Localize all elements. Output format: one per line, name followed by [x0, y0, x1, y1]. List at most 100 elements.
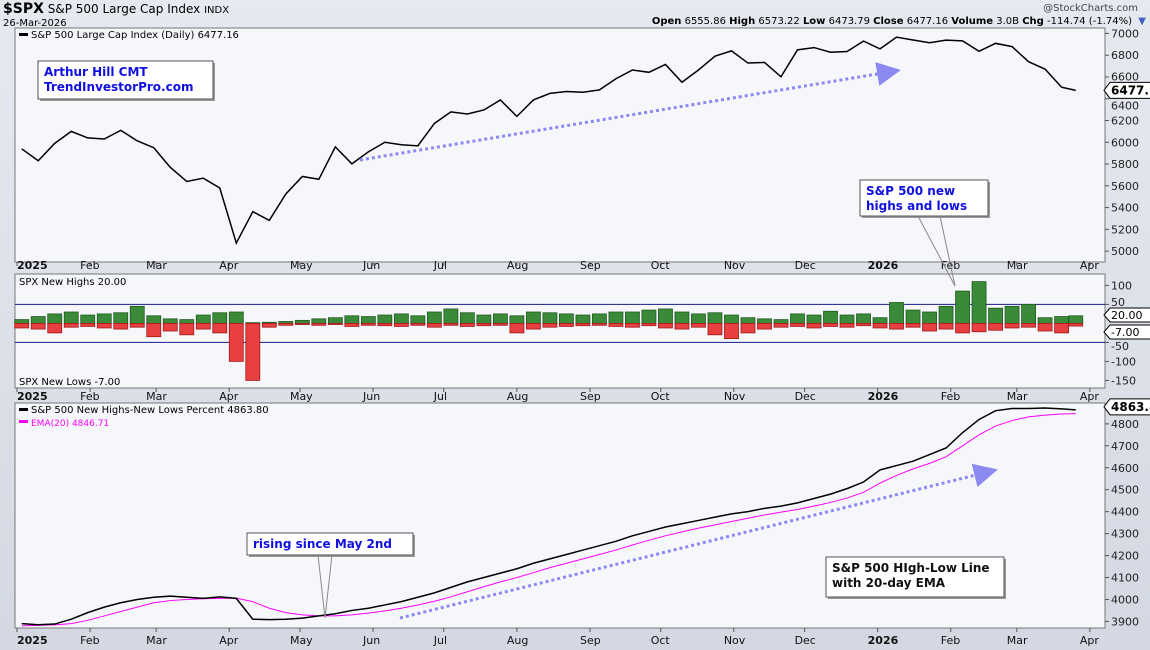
new-lows-bar	[1021, 322, 1036, 328]
new-lows-bar	[839, 322, 855, 328]
x-tick-label: 2026	[868, 390, 899, 403]
new-lows-bar	[146, 322, 162, 338]
new-highs-bar	[311, 318, 327, 324]
x-tick-label: Feb	[941, 634, 960, 647]
new-lows-bar	[988, 322, 1003, 331]
chart-date: 26-Mar-2026	[3, 18, 67, 29]
new-lows-bar	[261, 322, 277, 328]
new-highs-bar	[47, 313, 63, 324]
y-tick-label: 4600	[1111, 462, 1139, 475]
new-lows-bar	[509, 322, 525, 334]
new-highs-bar	[162, 318, 178, 324]
dropdown-arrow-icon[interactable]: ▼	[1138, 16, 1146, 27]
new-lows-tag: -7.00	[1111, 326, 1139, 339]
x-tick-label: Oct	[651, 390, 671, 403]
x-tick-label: Dec	[795, 634, 816, 647]
new-highs-bar	[410, 315, 426, 324]
symbol: $SPX	[3, 1, 44, 17]
hl-line	[21, 407, 1076, 626]
new-highs-bar	[542, 312, 558, 324]
may-callout-text: rising since May 2nd	[253, 537, 392, 551]
new-highs-bar	[344, 315, 360, 324]
x-tick-label: 2026	[868, 634, 899, 647]
x-tick-label: Oct	[651, 259, 671, 272]
new-highs-bar	[426, 311, 442, 324]
new-highs-bar	[212, 312, 228, 324]
x-tick-label: Apr	[219, 634, 239, 647]
volume-value: 3.0B	[996, 16, 1020, 27]
new-lows-bar	[63, 322, 79, 328]
new-highs-bar	[80, 314, 96, 324]
x-tick-label: Dec	[795, 259, 816, 272]
new-lows-bar	[1037, 322, 1053, 332]
highs-lows-panel: -150 -100 -50 50 100 2025 Feb Mar Apr May Jun Jul Au…	[14, 273, 1150, 403]
new-lows-bar	[179, 322, 195, 336]
new-highs-bar	[476, 314, 492, 324]
x-tick-label: Mar	[1007, 390, 1028, 403]
new-lows-bar	[971, 322, 987, 333]
new-highs-bar	[955, 290, 970, 324]
new-highs-bar	[740, 317, 756, 324]
x-tick-label: 2025	[17, 634, 48, 647]
y-tick-label: 4500	[1111, 484, 1139, 497]
y-tick-label: 5200	[1111, 223, 1139, 236]
new-lows-bar	[245, 322, 261, 381]
x-tick-label: Mar	[146, 390, 167, 403]
y-tick-label: 4700	[1111, 440, 1139, 453]
new-lows-legend: SPX New Lows -7.00	[19, 377, 120, 388]
hl-legend: S&P 500 New Highs-New Lows Percent 4863.…	[31, 405, 269, 416]
quote-bar: Open 6555.86 High 6573.22 Low 6473.79 Cl…	[652, 16, 1132, 28]
y-tick-label: 5800	[1111, 158, 1139, 171]
new-lows-bar	[806, 322, 822, 329]
new-highs-bar	[559, 313, 574, 324]
hl-line-box-text: with 20-day EMA	[832, 576, 946, 590]
new-highs-bar	[938, 305, 954, 324]
y-tick-label: 4100	[1111, 572, 1139, 585]
new-lows-bar	[542, 322, 558, 328]
new-highs-bar	[773, 319, 789, 324]
new-lows-bar	[228, 322, 244, 362]
x-tick-label: Jun	[362, 259, 380, 272]
exchange: INDX	[204, 5, 230, 16]
x-tick-label: Feb	[80, 259, 99, 272]
new-highs-bar	[113, 312, 129, 324]
new-lows-bar	[955, 322, 970, 334]
new-lows-bar	[1054, 322, 1069, 334]
x-tick-label: Jul	[433, 390, 447, 403]
new-highs-bar	[905, 309, 921, 324]
new-highs-bar	[1004, 305, 1020, 324]
y-tick-label: 4000	[1111, 593, 1139, 606]
x-tick-label: Mar	[1007, 634, 1028, 647]
new-lows-bar	[872, 322, 888, 329]
new-highs-bar	[988, 307, 1003, 324]
hl-line-panel: 3900 4000 4100 4200 4300 4400 4500 4600 4700 4800…	[14, 398, 1150, 647]
x-tick-label: Mar	[1007, 259, 1028, 272]
highs-lows-callout	[859, 179, 989, 217]
legend-swatch	[19, 33, 28, 36]
new-lows-bar	[707, 322, 723, 336]
new-highs-bar	[707, 312, 723, 324]
new-highs-bar	[14, 319, 30, 324]
y-tick-label: 6600	[1111, 70, 1139, 83]
x-tick-label: Mar	[146, 634, 167, 647]
new-highs-bar	[856, 313, 871, 324]
x-tick-label: May	[290, 390, 313, 403]
new-lows-bar	[856, 322, 871, 327]
new-highs-bar	[1021, 303, 1036, 324]
x-tick-label: 2026	[868, 259, 899, 272]
new-lows-bar	[311, 322, 327, 326]
author-box	[37, 60, 214, 100]
chg-value: -114.74 (-1.74%)	[1047, 16, 1132, 27]
last-price-tag-box	[1103, 81, 1150, 99]
new-lows-bar	[113, 322, 129, 330]
new-lows-bar	[393, 322, 409, 327]
new-lows-bar	[674, 322, 690, 330]
new-lows-bar	[740, 322, 756, 334]
new-lows-bar	[608, 322, 624, 327]
may-callout	[246, 532, 414, 556]
new-lows-bar	[294, 322, 310, 325]
new-lows-bar	[476, 322, 492, 327]
y-tick-label: -50	[1111, 340, 1129, 353]
new-lows-bar	[625, 322, 640, 328]
new-lows-bar	[377, 322, 393, 327]
